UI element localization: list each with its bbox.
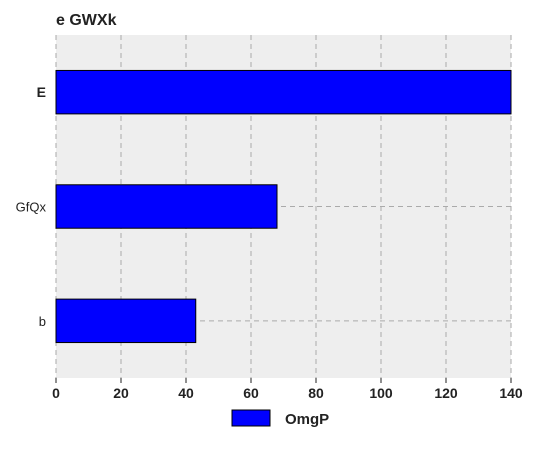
- x-tick-label: 0: [52, 385, 60, 401]
- y-tick-label: E: [37, 84, 46, 100]
- x-tick-label: 100: [369, 385, 393, 401]
- x-axis-ticks: 0 20 40 60 80 100 120 140: [52, 378, 523, 401]
- legend: OmgP: [231, 409, 329, 428]
- y-tick-label: b: [39, 314, 46, 329]
- x-tick-label: 40: [178, 385, 194, 401]
- bars: [55, 69, 512, 344]
- x-tick-label: 80: [308, 385, 324, 401]
- legend-label: OmgP: [285, 411, 329, 428]
- y-axis-ticks: E GfQx b: [16, 84, 47, 329]
- bar-b: [55, 298, 197, 344]
- x-tick-label: 60: [243, 385, 259, 401]
- x-tick-label: 20: [113, 385, 129, 401]
- bar-gfqx: [55, 184, 278, 229]
- bar-e: [55, 69, 512, 115]
- x-tick-label: 140: [499, 385, 523, 401]
- legend-swatch: [231, 409, 271, 427]
- x-tick-label: 120: [434, 385, 458, 401]
- chart-title: e GWXk: [56, 12, 117, 29]
- y-tick-label: GfQx: [16, 200, 47, 215]
